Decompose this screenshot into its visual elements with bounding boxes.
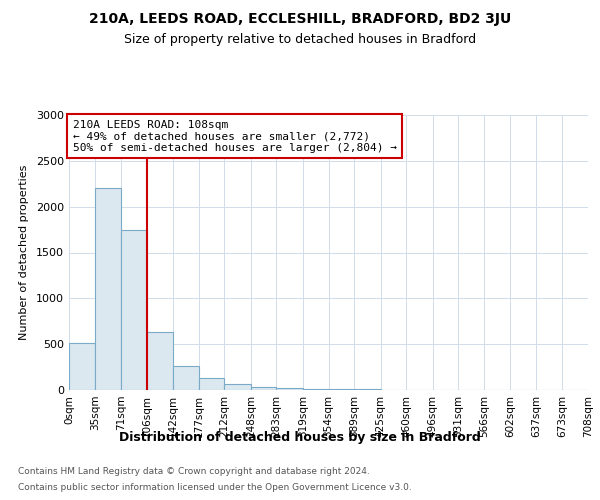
Text: Contains HM Land Registry data © Crown copyright and database right 2024.: Contains HM Land Registry data © Crown c… [18,467,370,476]
Bar [251,387,277,390]
Bar [303,388,329,390]
Text: Contains public sector information licensed under the Open Government Licence v3: Contains public sector information licen… [18,484,412,492]
Bar [95,188,121,390]
Bar [121,230,147,390]
Bar [329,389,354,390]
Text: 210A, LEEDS ROAD, ECCLESHILL, BRADFORD, BD2 3JU: 210A, LEEDS ROAD, ECCLESHILL, BRADFORD, … [89,12,511,26]
Text: Distribution of detached houses by size in Bradford: Distribution of detached houses by size … [119,431,481,444]
Bar [147,332,173,390]
Y-axis label: Number of detached properties: Number of detached properties [19,165,29,340]
Bar [199,378,224,390]
Text: 210A LEEDS ROAD: 108sqm
← 49% of detached houses are smaller (2,772)
50% of semi: 210A LEEDS ROAD: 108sqm ← 49% of detache… [73,120,397,153]
Bar [277,388,303,390]
Bar [69,343,95,390]
Bar [173,366,199,390]
Bar [224,384,251,390]
Text: Size of property relative to detached houses in Bradford: Size of property relative to detached ho… [124,32,476,46]
